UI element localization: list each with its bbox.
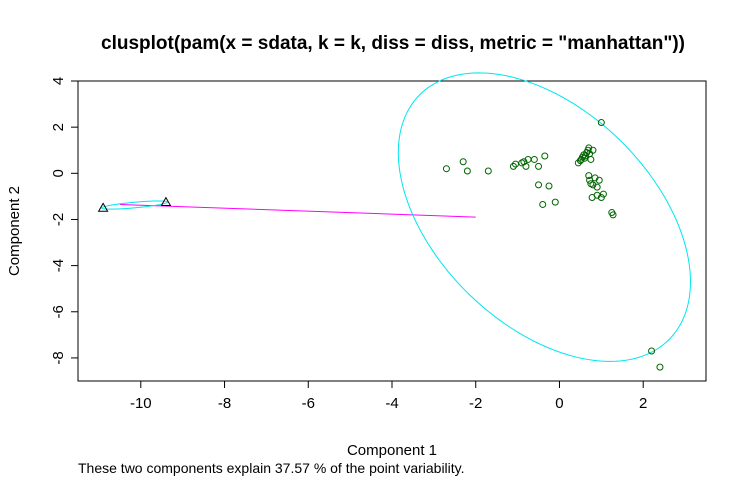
cluster-1-point-circle [509,162,517,170]
cluster-1-point-circle [597,119,605,127]
cluster-1-point-circle [593,183,601,191]
cluster-1-point-circle [484,167,492,175]
y-tick-label: -6 [50,305,67,318]
x-tick-label: -6 [302,395,315,412]
cluster-1-point-circle [530,155,538,163]
plot-frame [77,80,707,382]
cluster-1-point-circle [591,174,599,182]
variability-footnote: These two components explain 37.57 % of … [78,460,465,476]
cluster-1-point-circle [597,194,605,202]
y-tick-label: 2 [50,123,67,131]
cluster-1-ellipse [397,72,691,362]
cluster-1-point-circle [585,172,593,180]
y-tick-label: 0 [50,169,67,177]
cluster-1-point-circle [576,157,584,165]
x-tick-label: -8 [218,395,231,412]
y-tick-label: -8 [50,351,67,364]
cluster-2-point-triangle [160,196,172,207]
cluster-1-point-circle [535,181,543,189]
cluster-1-point-circle [551,198,559,206]
x-tick-label: 2 [639,395,647,412]
cluster-1-point-circle [522,162,530,170]
cluster-1-point-circle [463,167,471,175]
x-tick-label: -10 [130,395,152,412]
cluster-1-point-circle [595,176,603,184]
cluster-1-point-circle [599,190,607,198]
cluster-connector-line [119,203,476,218]
cluster-1-point-circle [541,152,549,160]
cluster-1-point-circle [648,347,656,355]
y-axis-label: Component 2 [6,186,23,276]
y-tick-label: 4 [50,77,67,85]
x-axis: -10 -8 -6 -4 -2 0 2 [130,381,647,412]
x-tick-label: 0 [555,395,563,412]
cluster-1-point-circle [609,211,617,219]
points-layer [97,119,664,371]
y-tick-label: -4 [50,259,67,272]
cluster-1-point-circle [539,200,547,208]
y-tick-label: -2 [50,213,67,226]
cluster-1-point-circle [442,165,450,173]
x-tick-label: -4 [385,395,398,412]
cluster-1-point-circle [656,363,664,371]
x-tick-label: -2 [469,395,482,412]
cluster-1-point-circle [589,146,597,154]
cluster-1-point-circle [545,182,553,190]
cluster-1-point-circle [581,152,589,160]
y-axis: -8 -6 -4 -2 0 2 4 [50,77,78,365]
chart-title: clusplot(pam(x = sdata, k = k, diss = di… [101,33,685,54]
cluster-1-point-circle [589,181,597,189]
x-axis-label: Component 1 [347,442,437,459]
cluster-ellipse-layer [101,72,691,362]
cluster-1-point-circle [535,162,543,170]
cluster-connector-layer [119,203,476,218]
cluster-1-point-circle [587,155,595,163]
cluster-2-ellipse [101,200,169,210]
cluster-2-point-triangle [97,202,109,212]
cluster-1-point-circle [459,158,467,166]
